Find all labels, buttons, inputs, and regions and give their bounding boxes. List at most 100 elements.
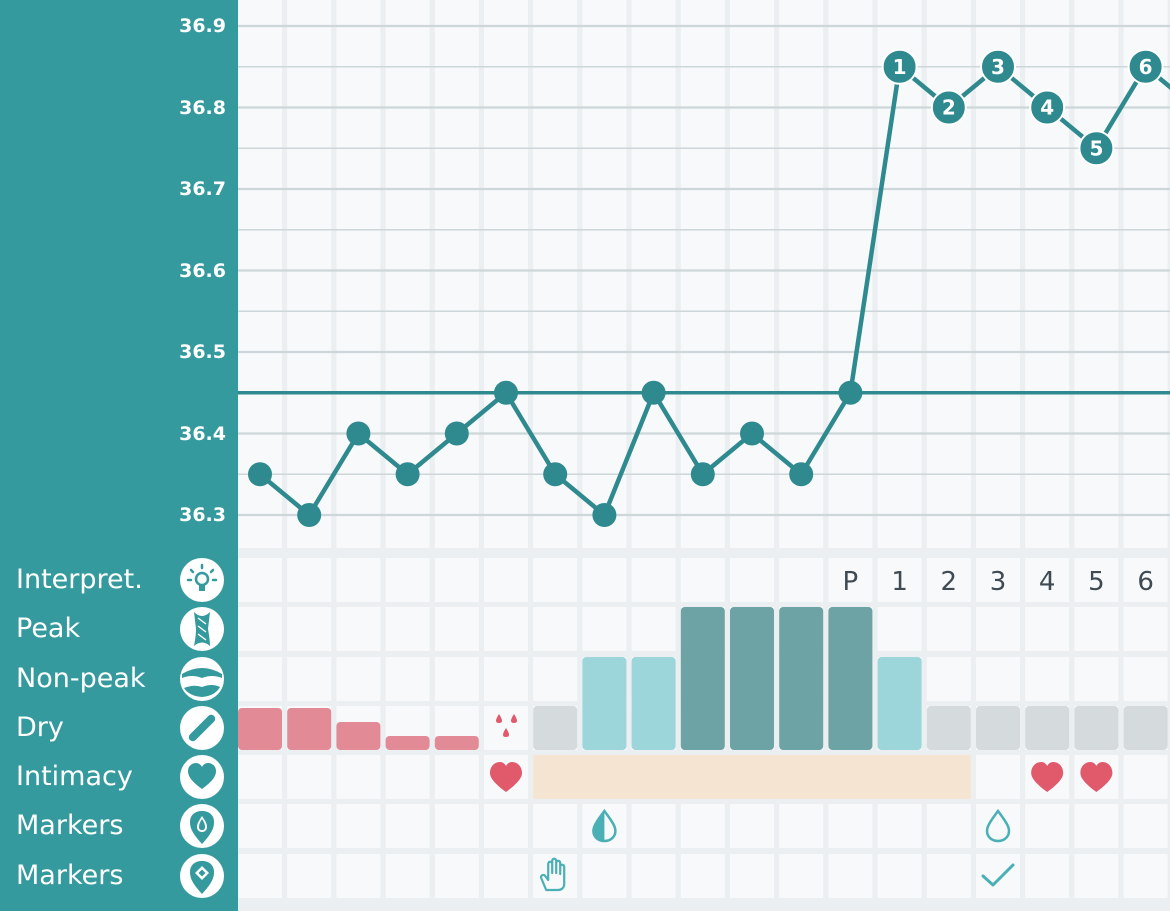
dry-bar[interactable] <box>1025 706 1070 750</box>
table-cell <box>287 854 332 898</box>
row-label: Markers <box>16 810 124 841</box>
hand-shape <box>539 857 566 892</box>
row-label: Dry <box>16 712 64 743</box>
chart-area[interactable]: 1 2 3 4 5 6 P 1 2 3 4 5 6 <box>238 0 1170 911</box>
table-cell <box>1025 804 1070 848</box>
table-cell <box>631 854 676 898</box>
temperature-point[interactable] <box>1078 130 1115 167</box>
y-tick-label: 36.4 <box>179 422 226 445</box>
table-cell <box>336 607 381 651</box>
table-cell <box>926 607 971 651</box>
temperature-point[interactable] <box>494 380 518 405</box>
table-cell <box>287 755 332 799</box>
spotting-drop <box>503 728 509 737</box>
y-tick-label: 36.9 <box>179 15 226 37</box>
y-tick-label: 36.3 <box>179 504 226 526</box>
table-cell <box>926 657 971 701</box>
peak-bar[interactable] <box>730 607 774 750</box>
table-cell <box>336 657 381 701</box>
half-drop-icon[interactable] <box>592 808 617 843</box>
table-cell <box>434 607 479 651</box>
peak-bar[interactable] <box>680 607 725 750</box>
grid-column <box>976 0 1020 548</box>
table-cell <box>976 755 1020 799</box>
table-cell <box>631 607 676 651</box>
check-icon[interactable] <box>981 863 1015 887</box>
menstruation-bar[interactable] <box>385 736 430 750</box>
peak-bar[interactable] <box>779 607 824 750</box>
table-cell <box>1123 657 1168 701</box>
table-cell <box>1025 854 1070 898</box>
temperature-point-label: 1 <box>893 55 907 79</box>
table-cell <box>730 558 774 602</box>
table-cell <box>976 558 1020 602</box>
temperature-point-label: 2 <box>942 96 956 120</box>
temperature-point[interactable] <box>444 421 469 446</box>
table-cell <box>385 854 430 898</box>
dry-bar[interactable] <box>533 706 578 750</box>
temperature-point[interactable] <box>1127 48 1164 85</box>
intimacy-heart-icon[interactable] <box>1080 762 1113 792</box>
menstruation-bar[interactable] <box>336 722 381 750</box>
table-cell <box>1123 607 1168 651</box>
nonpeak-bar[interactable] <box>877 657 922 750</box>
temperature-point[interactable] <box>930 89 967 126</box>
table-cell <box>828 804 873 848</box>
temperature-point[interactable] <box>248 462 272 487</box>
temperature-point[interactable] <box>690 462 715 487</box>
peak-bar[interactable] <box>828 607 873 750</box>
temperature-point[interactable] <box>346 421 371 446</box>
table-cell <box>434 854 479 898</box>
dry-bar[interactable] <box>926 706 971 750</box>
table-cell <box>287 657 332 701</box>
table-cell <box>434 558 479 602</box>
temperature-point[interactable] <box>789 462 814 487</box>
menstruation-bar[interactable] <box>287 708 332 750</box>
table-cell <box>336 854 381 898</box>
temperature-point[interactable] <box>980 48 1016 85</box>
table-cell <box>238 804 282 848</box>
grid-column <box>779 0 824 548</box>
table-cell <box>385 558 430 602</box>
bbt-chart[interactable]: 1 2 3 4 5 6 P 1 2 3 4 5 6 <box>238 0 1170 911</box>
nonpeak-bar[interactable] <box>631 657 676 750</box>
temperature-point[interactable] <box>881 48 918 85</box>
menstruation-bar[interactable] <box>434 736 479 750</box>
table-cell <box>1074 854 1119 898</box>
table-cell <box>828 854 873 898</box>
dry-bar[interactable] <box>976 706 1020 750</box>
hand-icon[interactable] <box>539 857 566 892</box>
table-cell <box>238 755 282 799</box>
intimacy-heart-icon[interactable] <box>490 762 522 792</box>
temperature-point[interactable] <box>543 462 568 487</box>
sidebar: 36.9 36.8 36.7 36.6 36.5 36.4 36.3 Interpret. P… <box>0 0 238 911</box>
temperature-point[interactable] <box>740 421 764 446</box>
intimacy-band <box>533 755 971 799</box>
table-cell <box>484 607 528 651</box>
menstruation-bar[interactable] <box>238 708 282 750</box>
dry-bar[interactable] <box>1123 706 1168 750</box>
temperature-point[interactable] <box>592 503 617 527</box>
drop-outline <box>985 808 1011 843</box>
grid-column <box>434 0 479 548</box>
temperature-point[interactable] <box>297 503 322 527</box>
temperature-point[interactable] <box>395 462 420 487</box>
row-label: Intimacy <box>16 761 133 792</box>
table-cell <box>582 854 627 898</box>
dry-bar[interactable] <box>1074 706 1119 750</box>
table-cell <box>730 854 774 898</box>
heart-icon <box>179 754 225 800</box>
temperature-point[interactable] <box>1029 89 1066 126</box>
temperature-point[interactable] <box>641 380 666 405</box>
table-cell <box>1074 804 1119 848</box>
nonpeak-bar[interactable] <box>582 657 627 750</box>
intimacy-heart-icon[interactable] <box>1031 762 1064 792</box>
temperature-point[interactable] <box>838 380 863 405</box>
table-cell <box>1123 558 1168 602</box>
table-cell <box>976 607 1020 651</box>
table-cell <box>484 804 528 848</box>
grid-column <box>533 0 578 548</box>
table-cell <box>238 657 282 701</box>
grid-column <box>336 0 381 548</box>
drop-outline-icon[interactable] <box>985 808 1011 843</box>
